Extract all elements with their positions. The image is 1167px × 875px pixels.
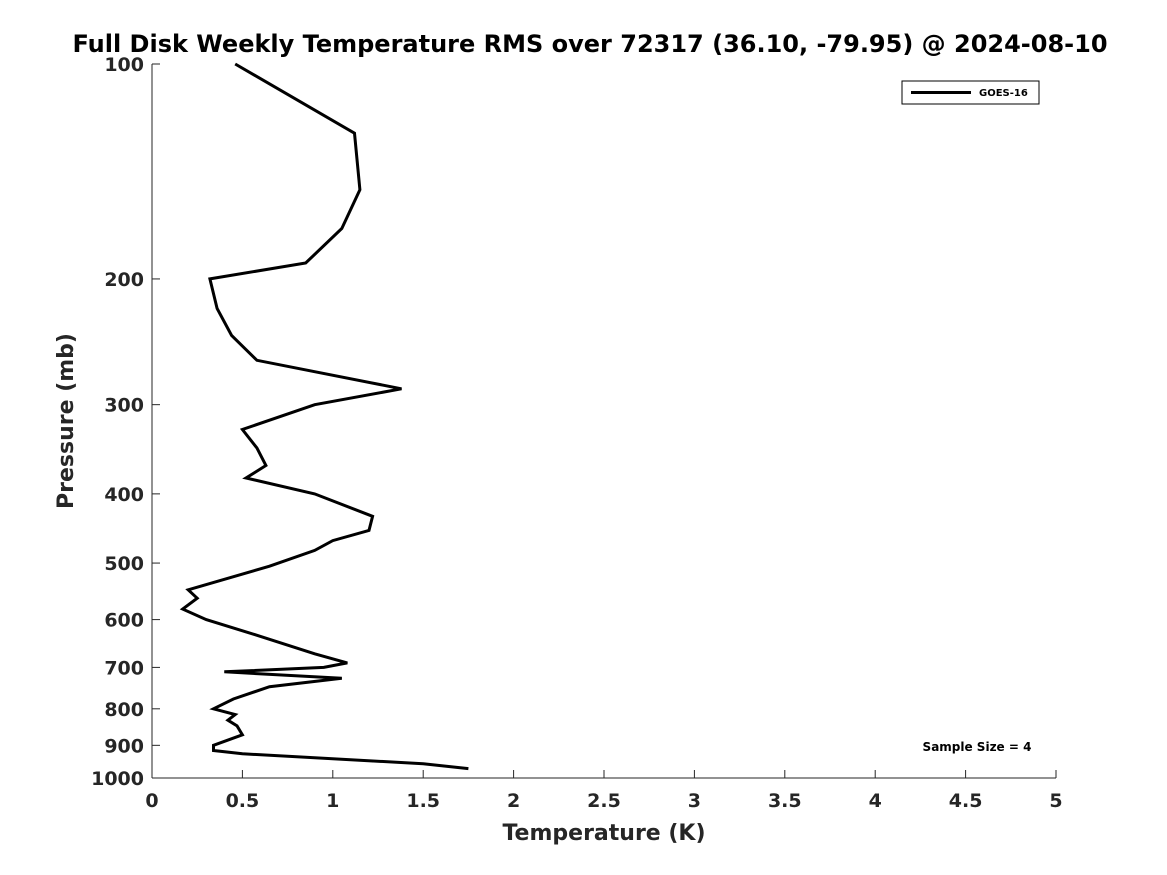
y-axis-label-group: Pressure (mb) <box>54 333 79 509</box>
y-axis-label: Pressure (mb) <box>54 333 79 509</box>
y-tick-label: 1000 <box>91 768 144 790</box>
legend: GOES-16 <box>901 80 1040 105</box>
y-tick-label: 200 <box>104 269 144 291</box>
x-tick-label: 1 <box>326 790 339 812</box>
x-tick-label: 1.5 <box>406 790 440 812</box>
x-tick-label: 5 <box>1049 790 1062 812</box>
x-tick-label: 3 <box>688 790 701 812</box>
x-tick-label: 0.5 <box>226 790 260 812</box>
y-tick-label: 900 <box>104 735 144 757</box>
axis-ticks: 0 0.5 1 1.5 2 2.5 3 3.5 4 4.5 5 100 200 300 400 500 600 7… <box>91 54 1063 812</box>
y-tick-label: 800 <box>104 699 144 721</box>
legend-label-goes16: GOES-16 <box>979 88 1028 99</box>
x-tick-label: 4 <box>869 790 882 812</box>
x-tick-label: 3.5 <box>768 790 802 812</box>
y-tick-label: 300 <box>104 395 144 417</box>
chart-title: Full Disk Weekly Temperature RMS over 72… <box>72 30 1107 58</box>
x-axis-label: Temperature (K) <box>502 821 705 846</box>
y-tick-label: 500 <box>104 553 144 575</box>
series-layer <box>179 62 469 771</box>
x-tick-label: 4.5 <box>949 790 983 812</box>
plot-area <box>151 64 1056 779</box>
x-tick-label: 2.5 <box>587 790 621 812</box>
y-tick-label: 600 <box>104 610 144 632</box>
y-tick-label: 100 <box>104 54 144 76</box>
sample-size-annotation: Sample Size = 4 <box>923 740 1032 754</box>
series-line-goes-16 <box>179 62 469 771</box>
y-tick-label: 700 <box>104 657 144 679</box>
x-tick-label: 2 <box>507 790 520 812</box>
y-tick-label: 400 <box>104 484 144 506</box>
x-tick-label: 0 <box>145 790 158 812</box>
